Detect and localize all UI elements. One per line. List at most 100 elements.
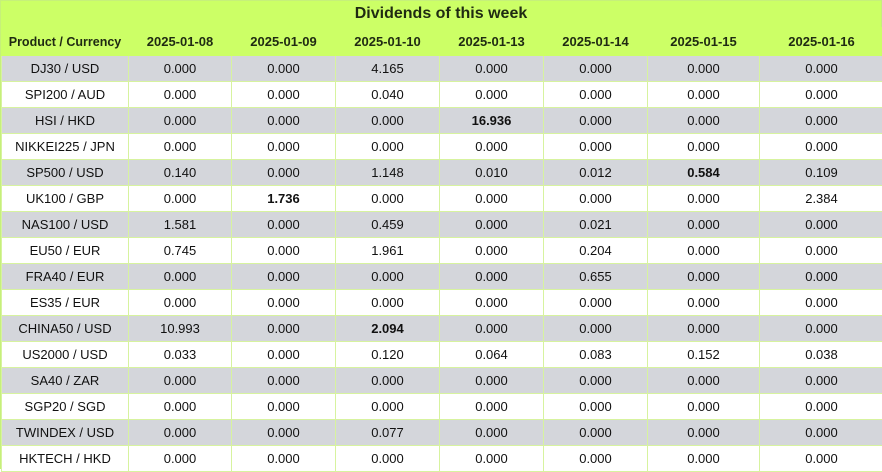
dividend-value-cell: 0.064 — [440, 342, 544, 368]
dividend-value-cell: 1.581 — [129, 212, 232, 238]
dividend-value-cell: 0.000 — [760, 134, 882, 160]
dividend-value-cell: 0.033 — [129, 342, 232, 368]
dividend-value-cell: 16.936 — [440, 108, 544, 134]
dividend-value-cell: 0.000 — [232, 342, 336, 368]
dividend-value-cell: 0.000 — [544, 316, 648, 342]
header-date: 2025-01-14 — [544, 28, 648, 56]
product-cell: US2000 / USD — [2, 342, 129, 368]
dividend-value-cell: 2.094 — [336, 316, 440, 342]
dividend-value-cell: 1.961 — [336, 238, 440, 264]
dividend-value-cell: 0.000 — [544, 420, 648, 446]
dividend-value-cell: 0.000 — [232, 238, 336, 264]
dividend-value-cell: 0.000 — [648, 368, 760, 394]
dividend-value-cell: 0.120 — [336, 342, 440, 368]
dividend-value-cell: 0.655 — [544, 264, 648, 290]
product-cell: HSI / HKD — [2, 108, 129, 134]
dividend-value-cell: 0.000 — [544, 446, 648, 472]
product-cell: TWINDEX / USD — [2, 420, 129, 446]
dividend-value-cell: 0.000 — [544, 56, 648, 82]
dividend-value-cell: 1.736 — [232, 186, 336, 212]
dividend-value-cell: 0.010 — [440, 160, 544, 186]
dividend-value-cell: 0.000 — [129, 446, 232, 472]
product-cell: SGP20 / SGD — [2, 394, 129, 420]
dividend-value-cell: 0.000 — [648, 394, 760, 420]
dividend-value-cell: 0.000 — [440, 56, 544, 82]
dividend-value-cell: 0.000 — [336, 134, 440, 160]
dividend-value-cell: 0.000 — [440, 134, 544, 160]
dividend-value-cell: 0.021 — [544, 212, 648, 238]
dividend-value-cell: 0.109 — [760, 160, 882, 186]
dividend-value-cell: 0.000 — [129, 186, 232, 212]
dividend-value-cell: 0.000 — [440, 316, 544, 342]
dividend-value-cell: 0.584 — [648, 160, 760, 186]
dividend-value-cell: 0.038 — [760, 342, 882, 368]
dividend-value-cell: 0.000 — [440, 264, 544, 290]
dividend-value-cell: 0.012 — [544, 160, 648, 186]
dividend-value-cell: 10.993 — [129, 316, 232, 342]
dividend-value-cell: 0.000 — [129, 82, 232, 108]
dividend-value-cell: 0.000 — [544, 368, 648, 394]
product-cell: ES35 / EUR — [2, 290, 129, 316]
dividend-value-cell: 0.459 — [336, 212, 440, 238]
product-cell: NAS100 / USD — [2, 212, 129, 238]
product-cell: FRA40 / EUR — [2, 264, 129, 290]
dividend-value-cell: 0.040 — [336, 82, 440, 108]
dividend-value-cell: 0.745 — [129, 238, 232, 264]
dividend-value-cell: 0.000 — [336, 186, 440, 212]
header-date: 2025-01-15 — [648, 28, 760, 56]
dividend-value-cell: 0.000 — [648, 290, 760, 316]
dividend-value-cell: 0.000 — [232, 316, 336, 342]
dividend-value-cell: 0.000 — [336, 394, 440, 420]
dividend-value-cell: 0.000 — [440, 420, 544, 446]
dividend-value-cell: 0.000 — [232, 108, 336, 134]
dividend-value-cell: 0.000 — [232, 56, 336, 82]
product-cell: DJ30 / USD — [2, 56, 129, 82]
dividend-value-cell: 0.000 — [232, 212, 336, 238]
product-cell: EU50 / EUR — [2, 238, 129, 264]
dividend-value-cell: 0.000 — [129, 394, 232, 420]
dividend-value-cell: 0.000 — [544, 82, 648, 108]
dividend-value-cell: 0.000 — [232, 160, 336, 186]
dividend-value-cell: 0.000 — [648, 420, 760, 446]
dividend-value-cell: 0.000 — [129, 368, 232, 394]
dividend-value-cell: 0.000 — [232, 394, 336, 420]
dividend-value-cell: 0.000 — [544, 134, 648, 160]
dividend-value-cell: 0.152 — [648, 342, 760, 368]
dividend-value-cell: 0.000 — [440, 186, 544, 212]
dividend-value-cell: 0.077 — [336, 420, 440, 446]
dividend-value-cell: 0.000 — [760, 108, 882, 134]
dividend-value-cell: 0.000 — [648, 446, 760, 472]
dividend-value-cell: 0.000 — [232, 82, 336, 108]
dividend-value-cell: 0.000 — [232, 446, 336, 472]
dividend-value-cell: 0.140 — [129, 160, 232, 186]
dividend-value-cell: 0.000 — [760, 264, 882, 290]
product-cell: HKTECH / HKD — [2, 446, 129, 472]
dividend-value-cell: 0.000 — [648, 82, 760, 108]
dividend-value-cell: 0.000 — [129, 420, 232, 446]
dividend-value-cell: 0.000 — [129, 264, 232, 290]
dividend-value-cell: 0.000 — [440, 238, 544, 264]
header-date: 2025-01-08 — [129, 28, 232, 56]
product-cell: SPI200 / AUD — [2, 82, 129, 108]
dividend-value-cell: 0.000 — [440, 82, 544, 108]
dividend-value-cell: 0.000 — [648, 108, 760, 134]
dividend-value-cell: 0.000 — [544, 108, 648, 134]
header-date: 2025-01-13 — [440, 28, 544, 56]
dividend-value-cell: 0.000 — [129, 108, 232, 134]
dividend-value-cell: 0.000 — [544, 394, 648, 420]
dividend-value-cell: 0.000 — [648, 238, 760, 264]
dividend-value-cell: 0.000 — [760, 368, 882, 394]
product-cell: SP500 / USD — [2, 160, 129, 186]
dividend-value-cell: 0.000 — [440, 368, 544, 394]
dividend-value-cell: 0.000 — [336, 108, 440, 134]
